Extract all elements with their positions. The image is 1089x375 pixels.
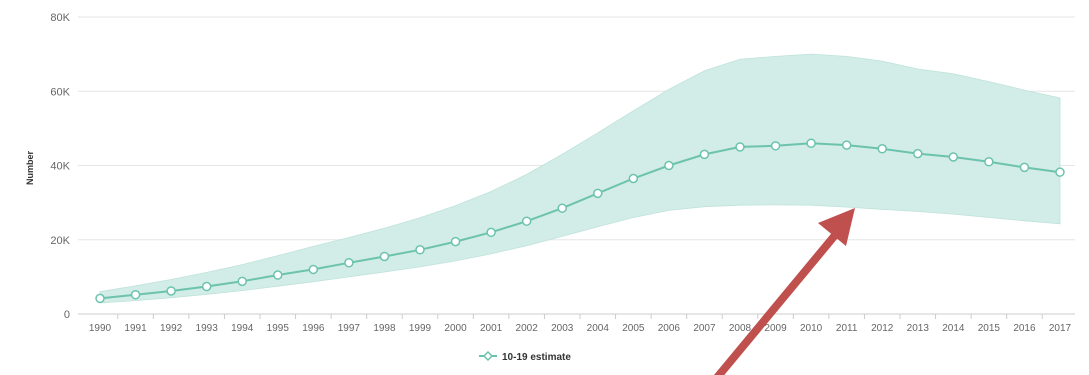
legend[interactable]: 10-19 estimate <box>479 350 571 363</box>
x-tick-label: 2001 <box>480 323 503 334</box>
data-point[interactable] <box>1055 167 1065 177</box>
arrow-shaft <box>713 231 840 375</box>
data-point[interactable] <box>628 173 639 184</box>
data-point[interactable] <box>308 264 319 275</box>
data-point[interactable] <box>166 286 176 296</box>
series-points <box>95 138 1065 304</box>
data-point[interactable] <box>450 236 461 247</box>
data-point[interactable] <box>841 140 852 150</box>
x-tick-label: 2000 <box>444 323 467 334</box>
y-tick-label: 40K <box>50 161 70 173</box>
data-point[interactable] <box>521 216 532 226</box>
data-point[interactable] <box>948 152 959 162</box>
y-tick-label: 80K <box>50 12 70 24</box>
y-axis-ticks: 0 20K 40K 60K 80K <box>50 12 70 321</box>
x-tick-label: 1996 <box>302 323 325 334</box>
confidence-band <box>99 53 1061 304</box>
x-tick-label: 2004 <box>587 323 610 334</box>
x-tick-label: 2016 <box>1013 323 1036 334</box>
x-tick-label: 1998 <box>373 323 396 334</box>
data-point[interactable] <box>95 293 105 304</box>
data-point[interactable] <box>699 149 710 160</box>
legend-label: 10-19 estimate <box>502 352 571 363</box>
data-point[interactable] <box>1019 162 1030 173</box>
x-tick-label: 1999 <box>409 323 432 334</box>
data-point[interactable] <box>664 160 674 171</box>
x-tick-label: 1997 <box>338 323 361 334</box>
x-tick-label: 2007 <box>693 323 716 334</box>
y-tick-label: 60K <box>50 86 70 98</box>
legend-diamond-icon <box>482 350 494 362</box>
x-tick-label: 2017 <box>1049 323 1072 334</box>
data-point[interactable] <box>913 148 923 159</box>
x-tick-label: 2015 <box>978 323 1001 334</box>
x-tick-label: 1993 <box>196 323 219 334</box>
data-point[interactable] <box>273 270 283 280</box>
data-point[interactable] <box>877 144 887 154</box>
x-tick-label: 2010 <box>800 323 823 334</box>
y-axis-label: Number <box>25 151 35 186</box>
data-point[interactable] <box>593 188 603 199</box>
x-tick-label: 2011 <box>836 323 858 334</box>
data-point[interactable] <box>344 258 354 268</box>
arrow-head <box>818 208 855 246</box>
y-tick-label: 0 <box>64 309 70 321</box>
x-tick-label: 2003 <box>551 323 574 334</box>
x-tick-label: 2014 <box>942 323 965 334</box>
data-point[interactable] <box>130 289 141 300</box>
annotation-arrow <box>713 208 855 375</box>
x-tick-label: 1990 <box>89 323 112 334</box>
data-point[interactable] <box>806 138 816 148</box>
x-tick-label: 2009 <box>764 323 787 334</box>
data-point[interactable] <box>486 227 496 238</box>
series-line-10-19-estimate <box>99 142 1061 300</box>
x-tick-label: 1991 <box>124 323 147 334</box>
data-point[interactable] <box>379 251 390 262</box>
x-axis-ticks: 1990 1991 1992 1993 1994 1995 1996 1997 1998 1999… <box>89 314 1072 334</box>
y-tick-label: 20K <box>50 235 70 247</box>
x-tick-label: 1995 <box>267 323 290 334</box>
x-tick-label: 2006 <box>658 323 681 334</box>
data-point[interactable] <box>770 141 781 151</box>
data-point[interactable] <box>984 157 994 167</box>
data-point[interactable] <box>237 276 247 287</box>
x-tick-label: 2008 <box>729 323 752 334</box>
x-tick-label: 2012 <box>871 323 894 334</box>
data-point[interactable] <box>201 281 212 292</box>
x-tick-label: 2013 <box>907 323 930 334</box>
data-point[interactable] <box>557 203 567 213</box>
x-tick-label: 2002 <box>516 323 539 334</box>
data-point[interactable] <box>735 142 745 152</box>
x-tick-label: 2005 <box>622 323 645 334</box>
x-tick-label: 1994 <box>231 323 254 334</box>
x-tick-label: 1992 <box>160 323 183 334</box>
data-point[interactable] <box>415 245 425 255</box>
